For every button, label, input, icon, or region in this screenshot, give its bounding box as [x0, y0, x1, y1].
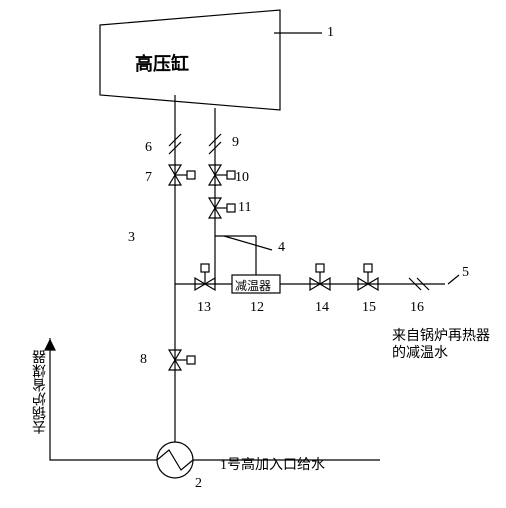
- num-8: 8: [140, 352, 147, 368]
- num-2: 2: [195, 476, 202, 492]
- attemperator-label: 减温器: [235, 277, 271, 294]
- num-7: 7: [145, 170, 152, 186]
- feedwater-inlet-label: 1号高加入口给水: [220, 454, 325, 474]
- valve-gate10: [209, 165, 235, 185]
- num-10: 10: [235, 170, 249, 186]
- num-15: 15: [362, 300, 376, 316]
- hp-cylinder-label: 高压缸: [135, 50, 189, 76]
- num-5: 5: [462, 265, 469, 281]
- to-economizer-label: 去锅炉省煤器: [31, 350, 51, 434]
- valve-gate7: [169, 165, 195, 185]
- from-reheater-label-2: 的减温水: [392, 342, 448, 362]
- num-14: 14: [315, 300, 329, 316]
- num-12: 12: [250, 300, 264, 316]
- valve-gate8: [169, 350, 195, 370]
- valve-gate15: [358, 264, 378, 290]
- num-13: 13: [197, 300, 211, 316]
- piping-schematic: [0, 0, 506, 508]
- num-16: 16: [410, 300, 424, 316]
- num-1: 1: [327, 25, 334, 41]
- num-11: 11: [238, 200, 251, 216]
- num-9: 9: [232, 135, 239, 151]
- num-4: 4: [278, 240, 285, 256]
- valve-gate14: [310, 264, 330, 290]
- num-3: 3: [128, 230, 135, 246]
- valve-gate13: [195, 264, 215, 290]
- num-6: 6: [145, 140, 152, 156]
- valve-gate11: [209, 198, 235, 218]
